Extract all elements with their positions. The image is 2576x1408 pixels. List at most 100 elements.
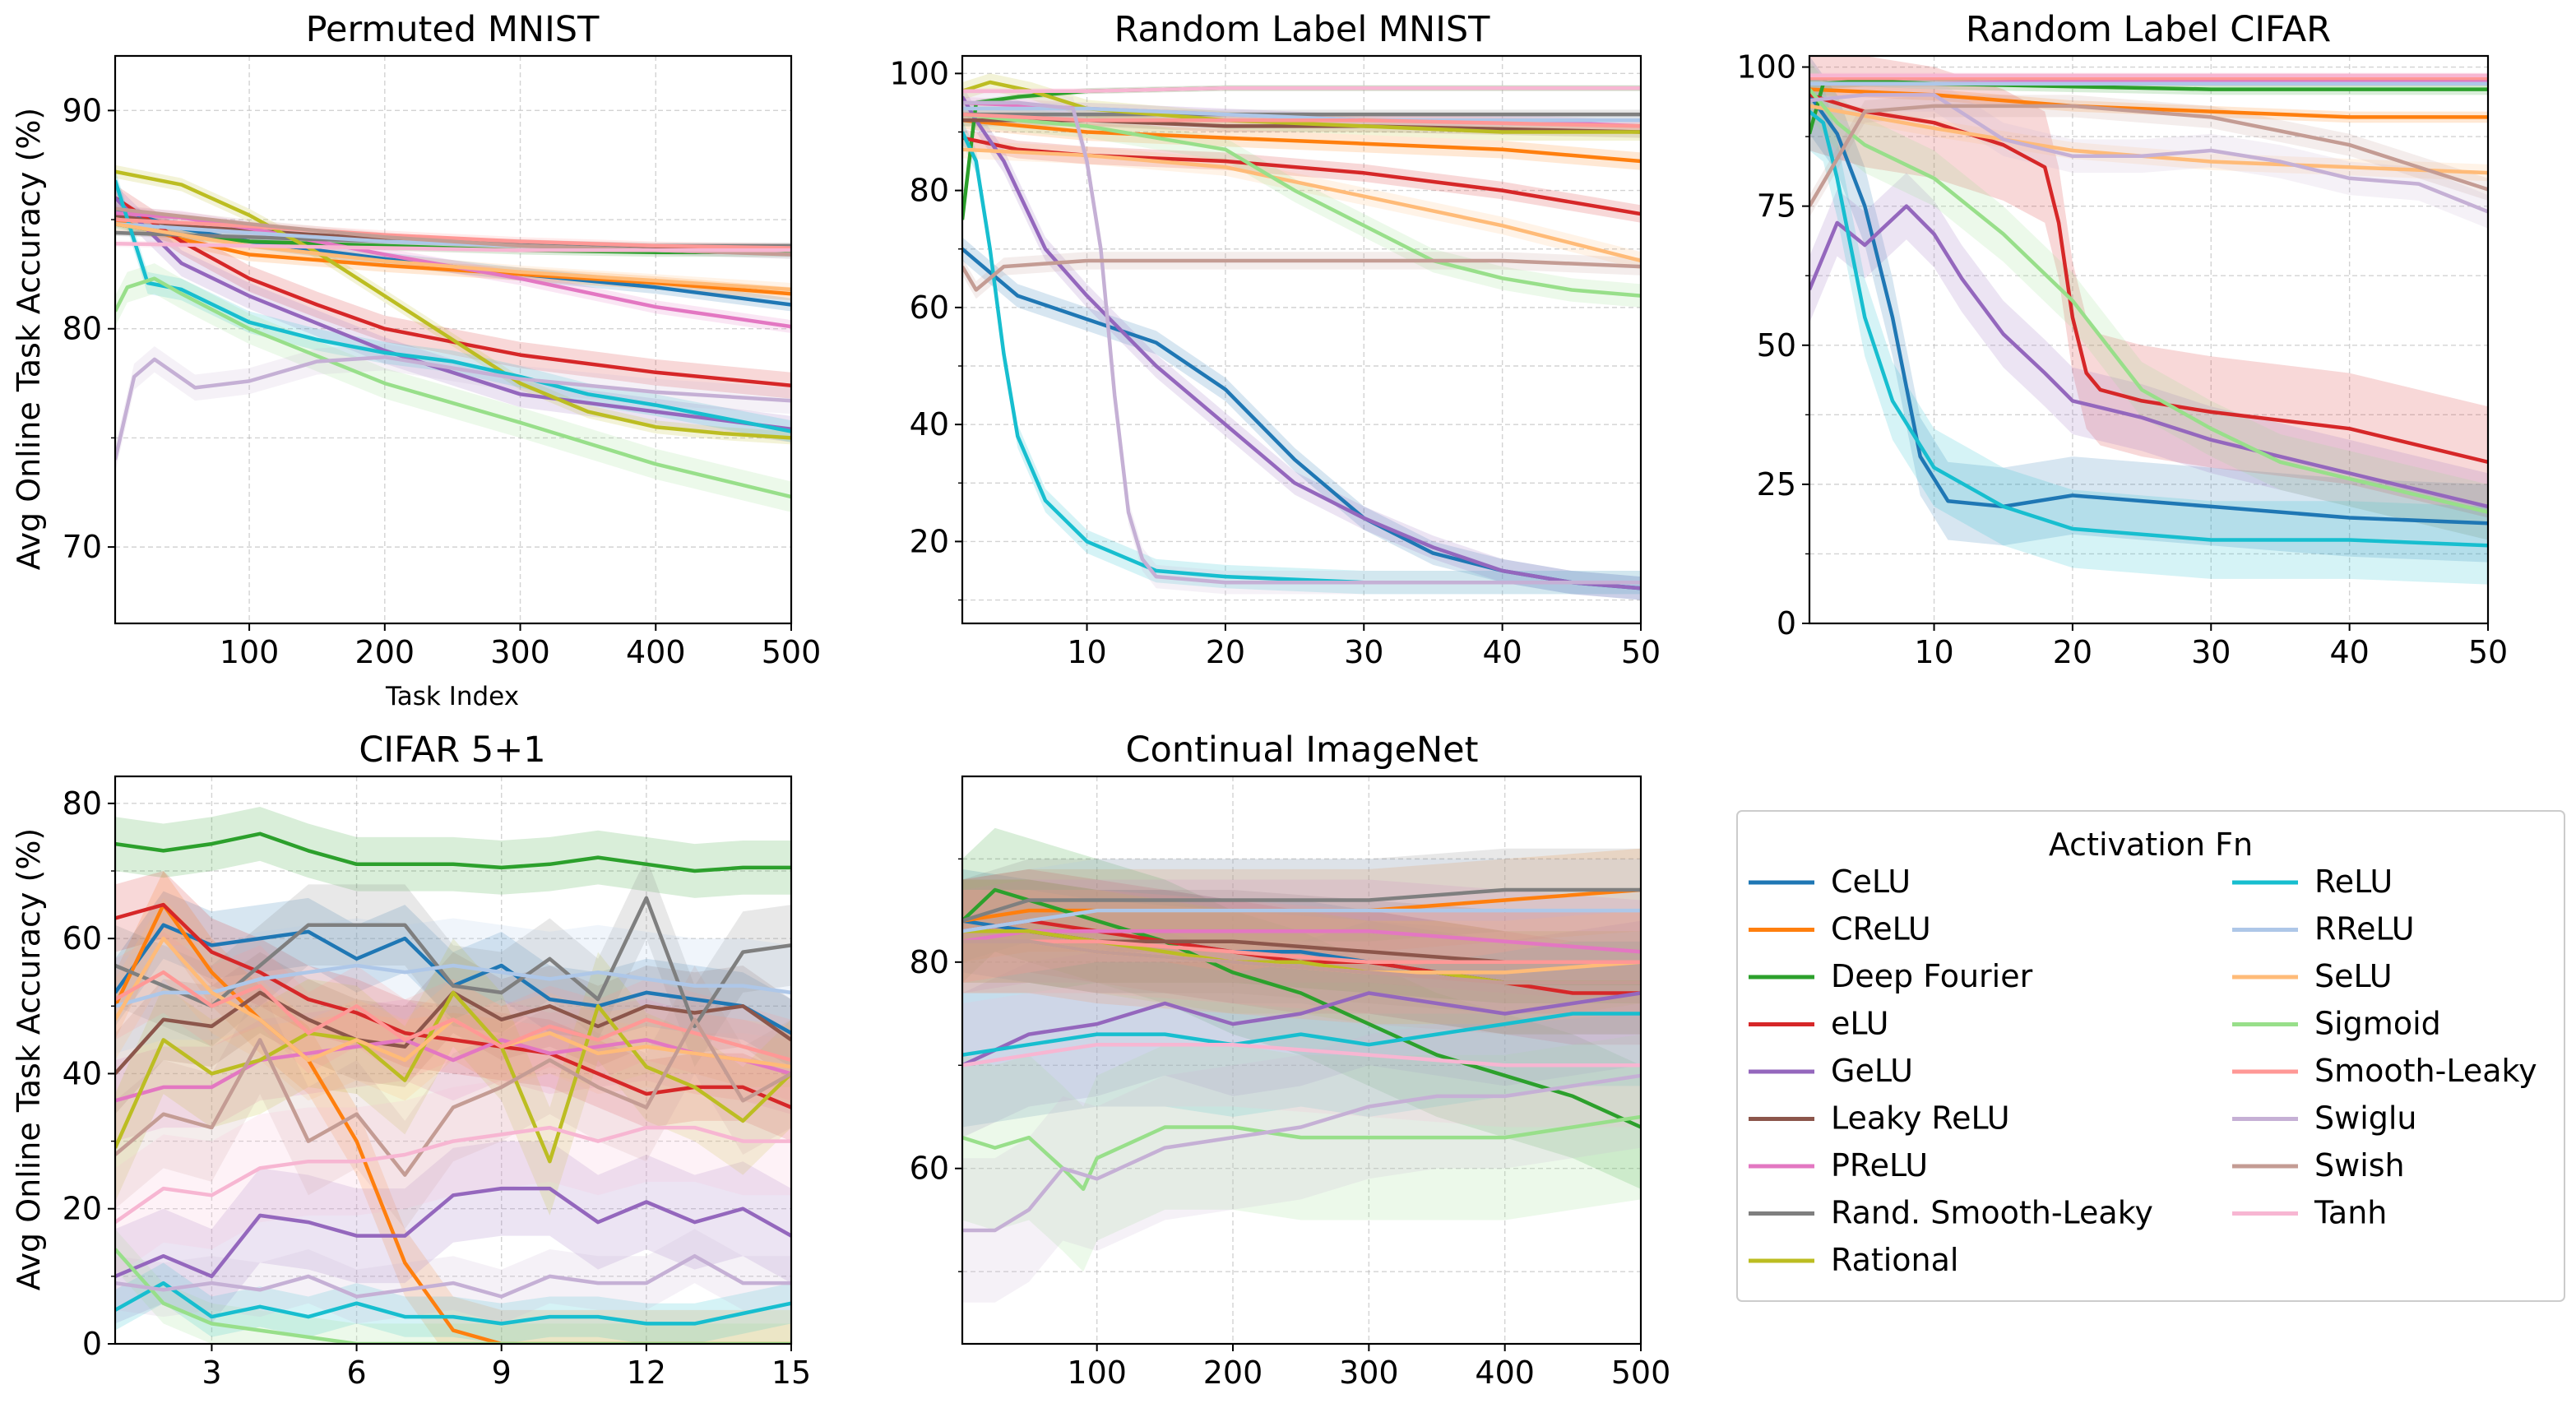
legend-item: CeLU [1749,864,1911,900]
series-band [115,169,791,442]
series-line [1809,94,2488,526]
plot-area [962,827,1641,1303]
x-tick-label: 9 [492,1355,512,1391]
series-band [962,128,1641,223]
series-line [1809,93,2488,464]
legend-item: Leaky ReLU [1749,1100,2010,1137]
x-tick-label: 12 [627,1355,666,1391]
series-line [962,1042,1641,1068]
y-tick-label: 40 [63,1055,102,1091]
legend-item: SeLU [2232,958,2393,994]
legend-label: PReLU [1831,1147,1928,1183]
series-line [115,963,791,1008]
series-line [115,1253,791,1299]
axes-frame [961,775,1642,1345]
x-tick-label: 100 [1067,1355,1127,1391]
series-line [962,147,1641,263]
panel-title: Permuted MNIST [306,9,600,50]
series-band [962,102,1641,308]
y-tick-label: 50 [1757,327,1796,364]
y-tick-label: 70 [63,529,102,565]
y-tick-label: 0 [1777,605,1796,641]
panel-continual-imagenet: Continual ImageNet 100 200 300 400 500 60 80 [910,729,1671,1391]
x-tick-label: 20 [1206,634,1245,670]
series-line [962,95,1641,591]
legend-label: Swiglu [2314,1100,2417,1137]
series-band [115,1073,791,1276]
series-line [115,241,791,252]
legend-label: RReLU [2314,911,2415,947]
series-band [1809,72,2488,585]
panel-title: CIFAR 5+1 [359,729,545,771]
x-tick-label: 400 [626,634,686,670]
legend-title: Activation Fn [2049,827,2253,863]
series-line [115,1248,791,1344]
series-band [962,920,1641,1138]
y-tick-label: 20 [63,1191,102,1227]
y-tick-label: 0 [82,1326,102,1362]
series-line [962,887,1641,1129]
panel-permuted-mnist: Permuted MNIST Avg Online Task Accuracy … [11,9,821,711]
series-band [115,263,791,512]
series-line [962,908,1641,933]
series-line [115,217,791,250]
series-line [962,258,1641,292]
y-tick-label: 60 [63,920,102,956]
legend-label: ReLU [2314,864,2393,900]
legend: Activation Fn CeLU CReLU Deep Fourier eLU Ge… [1736,810,2565,1302]
panel-title: Random Label MNIST [1114,9,1491,50]
y-tick-label: 80 [910,944,949,980]
series-line [962,118,1641,164]
y-tick-label: 80 [63,785,102,822]
legend-item: Deep Fourier [1749,958,2033,994]
series-line [115,831,791,873]
series-line [1809,109,2488,548]
axes-frame [114,775,793,1345]
grid [962,56,1642,623]
series-band [115,217,791,296]
series-line [115,970,791,1063]
legend-frame [1736,810,2565,1302]
legend-entries: CeLU CReLU Deep Fourier eLU GeLU Leaky ReLU PR… [1749,864,2537,1278]
y-tick-label: 20 [910,523,949,559]
legend-item: PReLU [1749,1147,1928,1183]
panel-random-label-mnist: Random Label MNIST 10 20 30 40 50 20 40 60 80 100 [889,9,1661,670]
series-line [962,939,1641,985]
series-band [115,966,791,1230]
x-tick-label: 400 [1475,1355,1535,1391]
series-band [1809,56,2488,563]
legend-label: GeLU [1831,1053,1913,1089]
series-band [1809,75,2488,140]
legend-item: ReLU [2232,864,2393,900]
series-line [115,276,791,499]
x-tick-label: 500 [1611,1355,1671,1391]
panel-cifar-5-plus-1: CIFAR 5+1 Avg Online Task Accuracy (%) 3… [11,729,811,1391]
legend-item: GeLU [1749,1053,1913,1089]
x-tick-label: 100 [220,634,280,670]
legend-item: CReLU [1749,911,1931,947]
series-band [962,237,1641,600]
series-line [115,902,791,1109]
series-band [115,871,791,1142]
series-band [115,1229,791,1324]
series-band [115,1229,791,1344]
series-band [962,827,1641,1189]
series-line [115,1281,791,1326]
x-tick-label: 20 [2053,634,2092,670]
series-line [962,136,1641,216]
y-axis-label: Avg Online Task Accuracy (%) [11,108,47,571]
series-band [962,1034,1641,1272]
x-tick-label: 3 [202,1355,221,1391]
panel-title: Random Label CIFAR [1966,9,2331,50]
series-line [962,887,1641,923]
series-line [115,213,791,252]
series-line [115,169,791,440]
series-line [115,1186,791,1279]
series-band [115,344,791,473]
series-band [962,252,1641,299]
x-tick-label: 200 [1203,1355,1263,1391]
axes-frame [114,54,793,625]
legend-item: Swish [2232,1147,2405,1183]
series-line [1809,104,2488,207]
